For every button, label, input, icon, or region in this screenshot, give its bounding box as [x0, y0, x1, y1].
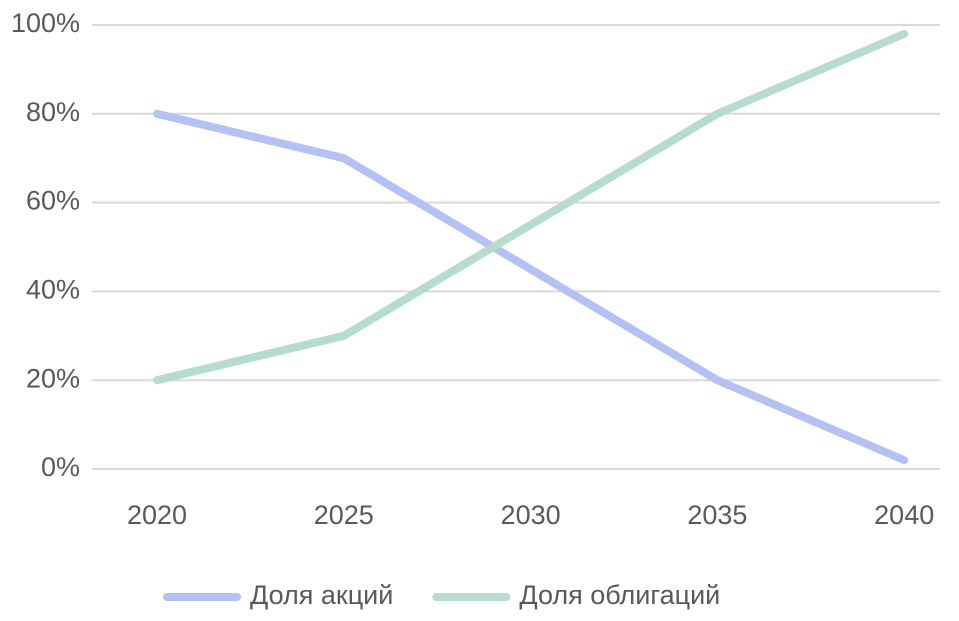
x-tick-label: 2030 — [501, 500, 561, 530]
y-tick-label: 60% — [26, 186, 80, 216]
y-tick-label: 80% — [26, 97, 80, 127]
x-tick-label: 2035 — [687, 500, 747, 530]
data-line — [153, 109, 909, 465]
y-tick-label: 40% — [26, 275, 80, 305]
y-tick-label: 20% — [26, 363, 80, 393]
legend-label: Доля акций — [250, 580, 393, 610]
legend-label: Доля облигаций — [519, 580, 720, 610]
x-tick-label: 2040 — [874, 500, 934, 530]
x-tick-label: 2020 — [127, 500, 187, 530]
y-tick-label: 0% — [41, 452, 80, 482]
y-tick-label: 100% — [11, 8, 80, 38]
x-tick-label: 2025 — [314, 500, 374, 530]
data-line — [153, 29, 909, 385]
